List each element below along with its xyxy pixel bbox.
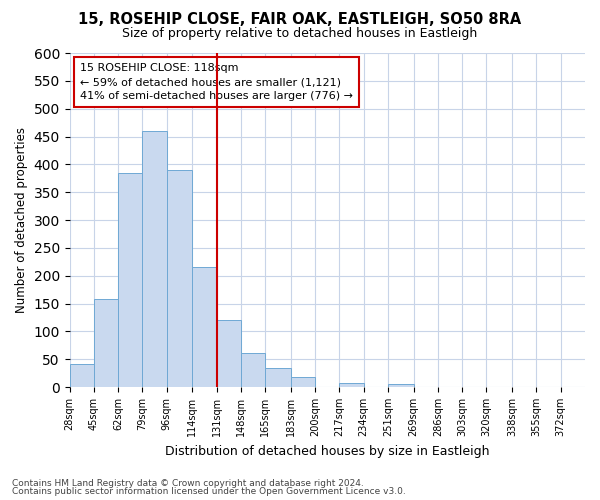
Bar <box>241 352 265 387</box>
Bar <box>118 172 142 387</box>
Text: 15, ROSEHIP CLOSE, FAIR OAK, EASTLEIGH, SO50 8RA: 15, ROSEHIP CLOSE, FAIR OAK, EASTLEIGH, … <box>79 12 521 28</box>
Bar <box>340 383 364 387</box>
Bar <box>291 377 315 387</box>
Bar <box>388 384 413 387</box>
Y-axis label: Number of detached properties: Number of detached properties <box>15 127 28 313</box>
X-axis label: Distribution of detached houses by size in Eastleigh: Distribution of detached houses by size … <box>165 444 490 458</box>
Text: 15 ROSEHIP CLOSE: 118sqm
← 59% of detached houses are smaller (1,121)
41% of sem: 15 ROSEHIP CLOSE: 118sqm ← 59% of detach… <box>80 63 353 101</box>
Bar <box>265 368 291 387</box>
Bar <box>142 131 167 387</box>
Bar <box>193 268 217 387</box>
Bar <box>94 299 118 387</box>
Bar <box>70 364 94 387</box>
Bar <box>217 320 241 387</box>
Text: Contains public sector information licensed under the Open Government Licence v3: Contains public sector information licen… <box>12 487 406 496</box>
Text: Size of property relative to detached houses in Eastleigh: Size of property relative to detached ho… <box>122 28 478 40</box>
Text: Contains HM Land Registry data © Crown copyright and database right 2024.: Contains HM Land Registry data © Crown c… <box>12 478 364 488</box>
Bar <box>167 170 193 387</box>
